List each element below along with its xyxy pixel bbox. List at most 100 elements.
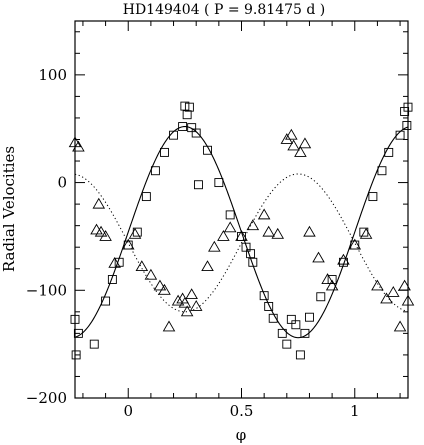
triangle-marker <box>201 260 214 272</box>
triangle-marker <box>337 253 350 265</box>
triangle-marker <box>144 268 158 280</box>
square-marker <box>305 312 314 322</box>
triangle-marker <box>294 146 307 157</box>
triangle-marker <box>121 238 135 250</box>
plot-frame <box>74 20 409 399</box>
square-marker <box>377 166 387 176</box>
square-marker <box>178 122 188 132</box>
triangle-marker <box>162 320 176 332</box>
square-marker <box>203 145 212 155</box>
square-marker <box>291 320 301 330</box>
triangle-marker <box>401 294 415 306</box>
square-marker <box>300 328 310 338</box>
y-tick-label: −100 <box>26 281 67 299</box>
triangle-marker <box>189 300 203 311</box>
triangle-marker <box>246 219 260 231</box>
triangle-marker <box>312 251 325 263</box>
square-marker <box>402 121 412 130</box>
square-marker <box>70 314 80 324</box>
triangle-marker <box>321 273 334 284</box>
triangle-marker <box>180 305 194 317</box>
square-marker <box>150 166 160 176</box>
square-marker <box>395 130 405 140</box>
triangle-marker <box>158 283 171 295</box>
square-marker <box>268 313 278 323</box>
square-marker <box>101 296 111 306</box>
x-tick-label: 1 <box>350 402 360 420</box>
chart-title: HD149404 ( P = 9.81475 d ) <box>123 2 326 18</box>
square-marker <box>182 110 192 120</box>
square-marker <box>259 291 269 301</box>
triangle-marker <box>298 137 312 149</box>
triangle-marker <box>92 197 106 209</box>
square-marker <box>241 242 251 252</box>
triangle-marker <box>223 221 237 233</box>
y-tick-label: 100 <box>38 66 67 84</box>
square-marker <box>89 339 99 349</box>
triangle-marker <box>262 225 275 237</box>
triangle-marker <box>398 279 411 291</box>
triangle-marker <box>208 240 221 252</box>
triangle-marker <box>287 139 300 151</box>
square-marker <box>368 192 378 202</box>
square-marker <box>169 130 178 140</box>
square-marker <box>264 301 274 311</box>
x-axis-label: φ <box>236 426 247 444</box>
square-marker <box>107 275 117 284</box>
triangle-marker <box>235 230 248 241</box>
square-marker <box>141 192 151 202</box>
triangle-marker <box>178 296 192 308</box>
square-marker <box>286 314 296 324</box>
square-marker <box>403 102 413 112</box>
triangle-marker <box>185 288 198 300</box>
triangle-marker <box>153 279 167 291</box>
triangle-marker <box>217 230 230 241</box>
square-marker <box>73 328 83 338</box>
triangle-marker <box>348 238 362 250</box>
triangle-marker <box>108 256 121 268</box>
y-axis-label: Radial Velocities <box>0 146 18 272</box>
y-tick-label: −200 <box>26 389 67 407</box>
triangle-marker <box>135 260 149 272</box>
secondary-orbit-curve <box>74 173 409 313</box>
square-marker <box>194 180 203 190</box>
triangle-marker <box>371 279 384 291</box>
triangle-marker <box>90 223 103 235</box>
triangle-marker <box>359 227 373 239</box>
axis-ticks <box>75 21 408 399</box>
y-tick-label: 0 <box>57 174 67 192</box>
tick-labels: 0 0.5 1 −200 −100 0 100 <box>26 66 360 420</box>
triangle-marker <box>285 128 298 140</box>
triangle-marker <box>393 320 407 332</box>
triangle-marker <box>380 292 393 304</box>
square-marker <box>160 147 169 157</box>
x-tick-label: 0.5 <box>230 402 254 420</box>
square-marker <box>248 257 258 267</box>
triangle-marker <box>303 225 316 237</box>
data-markers <box>68 101 415 360</box>
square-marker <box>71 350 81 360</box>
square-marker <box>184 102 194 112</box>
square-marker <box>214 178 224 188</box>
square-marker <box>277 328 287 338</box>
plot-area <box>68 101 415 360</box>
x-tick-label: 0 <box>123 402 133 420</box>
square-marker <box>187 123 197 133</box>
triangle-marker <box>271 227 285 239</box>
square-marker <box>316 292 326 302</box>
square-marker <box>295 350 305 360</box>
triangle-marker <box>325 279 339 291</box>
triangle-marker <box>99 230 112 241</box>
square-marker <box>191 128 201 138</box>
square-marker <box>246 249 256 259</box>
square-marker <box>180 101 190 111</box>
triangle-marker <box>386 286 400 297</box>
triangle-marker <box>128 227 142 239</box>
triangle-marker <box>257 208 271 220</box>
triangle-marker <box>171 294 185 306</box>
triangle-marker <box>94 225 108 237</box>
square-marker <box>282 339 292 349</box>
square-marker <box>225 210 235 220</box>
square-marker <box>384 147 394 157</box>
